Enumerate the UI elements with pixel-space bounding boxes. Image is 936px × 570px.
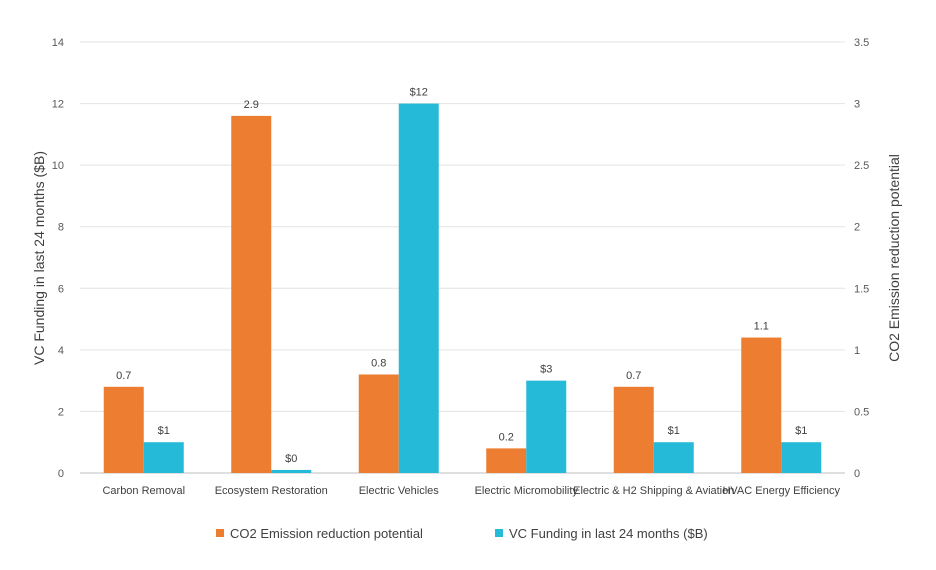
right-tick-label: 2.5 (854, 160, 869, 172)
right-axis-title: CO2 Emission reduction potential (886, 154, 902, 362)
data-label-co2-0: 0.7 (116, 370, 131, 382)
left-tick-label: 8 (58, 222, 64, 234)
data-label-co2-5: 1.1 (754, 321, 769, 333)
left-axis-title: VC Funding in last 24 months ($B) (31, 151, 47, 365)
data-label-vc-3: $3 (540, 364, 552, 376)
bar-co2-4 (613, 386, 654, 473)
data-label-co2-3: 0.2 (499, 431, 514, 443)
legend-swatch-vc (495, 529, 503, 537)
left-tick-label: 6 (58, 283, 64, 295)
right-tick-label: 0 (854, 468, 860, 480)
right-tick-label: 2 (854, 222, 860, 234)
data-labels: 0.7 $1 2.9 $0 0.8 $12 0.2 $3 0.7 $1 1.1 $1 (116, 87, 807, 465)
gridlines (80, 41, 845, 474)
right-tick-label: 3.5 (854, 37, 869, 49)
category-labels: Carbon Removal Ecosystem Restoration Elect… (102, 485, 840, 497)
legend: CO2 Emission reduction potential VC Fundi… (216, 526, 708, 541)
category-label: HVAC Energy Efficiency (722, 485, 840, 497)
left-tick-label: 4 (58, 345, 64, 357)
data-label-co2-1: 2.9 (244, 99, 259, 111)
left-tick-label: 2 (58, 406, 64, 418)
bars (103, 103, 822, 474)
right-tick-label: 0.5 (854, 406, 869, 418)
right-tick-label: 3 (854, 99, 860, 111)
bar-vc-3 (526, 380, 567, 473)
right-axis-ticks: 0 0.5 1 1.5 2 2.5 3 3.5 (854, 37, 869, 480)
left-axis-ticks: 0 2 4 6 8 10 12 14 (52, 37, 64, 480)
data-label-vc-4: $1 (668, 425, 680, 437)
bar-vc-0 (143, 442, 184, 473)
data-label-vc-0: $1 (158, 425, 170, 437)
category-label: Electric & H2 Shipping & Aviation (573, 485, 734, 497)
legend-label-vc: VC Funding in last 24 months ($B) (509, 526, 708, 541)
data-label-vc-5: $1 (795, 425, 807, 437)
bar-co2-2 (358, 374, 399, 473)
category-label: Electric Micromobility (475, 485, 579, 497)
left-tick-label: 12 (52, 99, 64, 111)
data-label-co2-2: 0.8 (371, 357, 386, 369)
left-tick-label: 10 (52, 160, 64, 172)
category-label: Electric Vehicles (359, 485, 440, 497)
left-tick-label: 14 (52, 37, 64, 49)
data-label-vc-1: $0 (285, 453, 297, 465)
right-tick-label: 1 (854, 345, 860, 357)
legend-swatch-co2 (216, 529, 224, 537)
left-tick-label: 0 (58, 468, 64, 480)
bar-vc-5 (781, 442, 822, 473)
bar-co2-3 (486, 448, 527, 473)
data-label-vc-2: $12 (410, 87, 428, 99)
data-label-co2-4: 0.7 (626, 370, 641, 382)
category-label: Carbon Removal (102, 485, 185, 497)
bar-vc-1 (271, 469, 312, 473)
bar-vc-4 (653, 442, 694, 473)
bar-co2-0 (103, 386, 144, 473)
category-label: Ecosystem Restoration (215, 485, 328, 497)
bar-co2-1 (231, 115, 272, 473)
legend-label-co2: CO2 Emission reduction potential (230, 526, 423, 541)
bar-co2-5 (741, 337, 782, 473)
bar-vc-2 (398, 103, 439, 474)
right-tick-label: 1.5 (854, 283, 869, 295)
